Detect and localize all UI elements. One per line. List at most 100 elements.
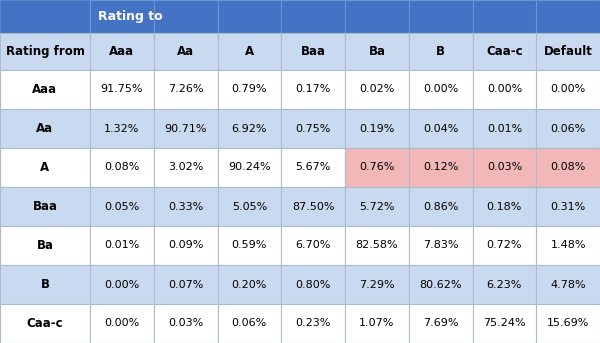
Text: A: A xyxy=(245,45,254,58)
Text: 5.67%: 5.67% xyxy=(295,163,331,173)
Bar xyxy=(154,304,218,343)
Bar xyxy=(409,265,473,304)
Text: 75.24%: 75.24% xyxy=(483,319,526,329)
Bar xyxy=(409,109,473,148)
Text: 7.83%: 7.83% xyxy=(423,240,458,250)
Bar xyxy=(345,187,409,226)
Text: 80.62%: 80.62% xyxy=(419,280,462,289)
Bar xyxy=(0,304,90,343)
Bar xyxy=(409,70,473,109)
Text: 6.70%: 6.70% xyxy=(295,240,331,250)
Text: 0.00%: 0.00% xyxy=(104,280,139,289)
Bar xyxy=(218,226,281,265)
Bar xyxy=(154,109,218,148)
Text: 0.08%: 0.08% xyxy=(104,163,140,173)
Text: Caa-c: Caa-c xyxy=(486,45,523,58)
Text: 0.08%: 0.08% xyxy=(550,163,586,173)
Text: 0.06%: 0.06% xyxy=(232,319,267,329)
Bar xyxy=(409,0,473,33)
Bar xyxy=(345,148,409,187)
Bar xyxy=(0,109,90,148)
Text: 0.02%: 0.02% xyxy=(359,84,395,95)
Bar xyxy=(0,70,90,109)
Text: 82.58%: 82.58% xyxy=(356,240,398,250)
Bar xyxy=(281,70,345,109)
Bar xyxy=(345,0,409,33)
Text: 0.18%: 0.18% xyxy=(487,201,522,212)
Bar xyxy=(0,226,90,265)
Text: 0.72%: 0.72% xyxy=(487,240,522,250)
Text: B: B xyxy=(41,278,49,291)
Text: 0.79%: 0.79% xyxy=(232,84,267,95)
Text: 0.19%: 0.19% xyxy=(359,123,395,133)
Text: 1.07%: 1.07% xyxy=(359,319,395,329)
Text: 0.05%: 0.05% xyxy=(104,201,139,212)
Bar xyxy=(90,109,154,148)
Bar xyxy=(409,226,473,265)
Bar xyxy=(345,265,409,304)
Text: 91.75%: 91.75% xyxy=(101,84,143,95)
Bar xyxy=(536,70,600,109)
Bar xyxy=(281,0,345,33)
Bar xyxy=(90,226,154,265)
Bar xyxy=(154,0,218,33)
Bar xyxy=(345,33,409,70)
Text: 0.20%: 0.20% xyxy=(232,280,267,289)
Bar xyxy=(154,187,218,226)
Bar xyxy=(0,148,90,187)
Text: 3.02%: 3.02% xyxy=(168,163,203,173)
Bar xyxy=(345,226,409,265)
Text: 0.12%: 0.12% xyxy=(423,163,458,173)
Bar xyxy=(345,304,409,343)
Bar xyxy=(536,226,600,265)
Bar xyxy=(154,70,218,109)
Text: 6.92%: 6.92% xyxy=(232,123,267,133)
Bar xyxy=(90,0,600,33)
Text: 0.04%: 0.04% xyxy=(423,123,458,133)
Bar xyxy=(473,109,536,148)
Text: Aaa: Aaa xyxy=(109,45,134,58)
Text: Aaa: Aaa xyxy=(32,83,58,96)
Text: 0.00%: 0.00% xyxy=(104,319,139,329)
Text: A: A xyxy=(40,161,50,174)
Bar xyxy=(90,187,154,226)
Text: 0.09%: 0.09% xyxy=(168,240,203,250)
Bar xyxy=(218,33,281,70)
Bar xyxy=(473,0,536,33)
Text: 0.00%: 0.00% xyxy=(423,84,458,95)
Bar xyxy=(473,187,536,226)
Text: 0.33%: 0.33% xyxy=(168,201,203,212)
Text: 0.31%: 0.31% xyxy=(551,201,586,212)
Text: 7.29%: 7.29% xyxy=(359,280,395,289)
Bar xyxy=(281,109,345,148)
Text: 5.72%: 5.72% xyxy=(359,201,395,212)
Text: 0.01%: 0.01% xyxy=(487,123,522,133)
Bar xyxy=(281,187,345,226)
Text: 5.05%: 5.05% xyxy=(232,201,267,212)
Text: 0.23%: 0.23% xyxy=(295,319,331,329)
Text: 0.86%: 0.86% xyxy=(423,201,458,212)
Bar xyxy=(473,33,536,70)
Bar xyxy=(0,265,90,304)
Text: 7.26%: 7.26% xyxy=(168,84,203,95)
Bar xyxy=(536,109,600,148)
Text: 90.71%: 90.71% xyxy=(164,123,207,133)
Bar xyxy=(536,33,600,70)
Bar xyxy=(154,265,218,304)
Text: 0.01%: 0.01% xyxy=(104,240,139,250)
Text: 0.17%: 0.17% xyxy=(295,84,331,95)
Text: 0.00%: 0.00% xyxy=(551,84,586,95)
Text: 0.59%: 0.59% xyxy=(232,240,267,250)
Bar xyxy=(90,33,154,70)
Bar xyxy=(409,148,473,187)
Bar xyxy=(281,265,345,304)
Text: 0.80%: 0.80% xyxy=(295,280,331,289)
Bar xyxy=(0,187,90,226)
Text: Rating to: Rating to xyxy=(98,10,163,23)
Bar xyxy=(90,70,154,109)
Text: 87.50%: 87.50% xyxy=(292,201,334,212)
Text: 1.48%: 1.48% xyxy=(550,240,586,250)
Text: 0.76%: 0.76% xyxy=(359,163,395,173)
Bar xyxy=(218,265,281,304)
Bar xyxy=(218,304,281,343)
